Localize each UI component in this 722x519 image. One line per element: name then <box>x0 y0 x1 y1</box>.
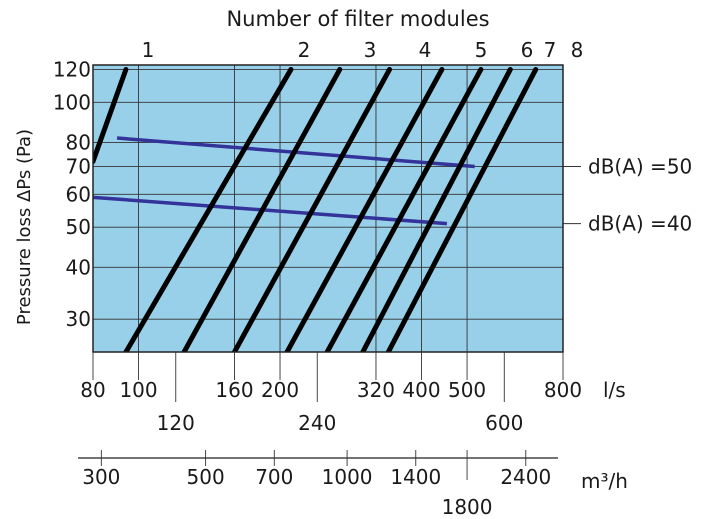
m3h-unit-label: m³/h <box>581 469 628 493</box>
chart-title: Number of filter modules <box>226 7 489 31</box>
module-line <box>360 66 513 352</box>
y-tick-label: 30 <box>66 307 91 331</box>
y-tick-label: 80 <box>66 130 91 154</box>
y-tick-label: 100 <box>53 90 91 114</box>
module-label: 4 <box>419 38 432 62</box>
module-line <box>284 66 445 352</box>
module-label: 7 <box>544 38 557 62</box>
y-axis-label: Pressure loss ΔPs (Pa) <box>14 129 35 325</box>
module-label: 5 <box>475 38 488 62</box>
module-label: 2 <box>298 38 311 62</box>
x-tick-label: 240 <box>298 411 336 435</box>
y-tick-label: 50 <box>66 215 91 239</box>
db-line <box>92 195 448 226</box>
plot-border <box>92 64 564 353</box>
x-tick-label: 80 <box>80 378 105 402</box>
m3h-tick-label: 700 <box>255 465 293 489</box>
module-label: 8 <box>571 38 584 62</box>
x-axis-ticks: 80 100 160 200 320 400 500 800 l/s 120 240 600 300 50… <box>78 352 628 519</box>
x-tick-label: 120 <box>157 411 195 435</box>
labels: dB(A) =50 dB(A) =40 1 2 3 4 5 6 7 8 <box>142 38 693 236</box>
module-line <box>324 66 484 352</box>
x-tick-label: 600 <box>485 411 523 435</box>
x-tick-label: 500 <box>448 378 486 402</box>
module-line <box>93 66 129 164</box>
x-tick-label: 160 <box>215 378 253 402</box>
db-label: dB(A) =50 <box>588 155 692 179</box>
y-tick-label: 40 <box>66 255 91 279</box>
db-label: dB(A) =40 <box>588 212 692 236</box>
m3h-tick-label: 1800 <box>442 495 493 519</box>
module-label: 3 <box>364 38 377 62</box>
module-line <box>385 66 539 352</box>
module-line <box>231 66 393 352</box>
module-label: 1 <box>142 38 155 62</box>
m3h-tick-label: 2400 <box>500 465 551 489</box>
x-tick-label: 800 <box>544 378 582 402</box>
module-lines <box>93 66 539 352</box>
m3h-tick-label: 500 <box>187 465 225 489</box>
x-tick-label: 320 <box>357 378 395 402</box>
m3h-tick-label: 1000 <box>322 465 373 489</box>
y-tick-label: 70 <box>66 155 91 179</box>
x-unit-label: l/s <box>603 378 626 402</box>
x-tick-label: 100 <box>119 378 157 402</box>
y-tick-label: 120 <box>53 57 91 81</box>
y-tick-label: 60 <box>66 182 91 206</box>
plot-area <box>93 65 563 352</box>
module-line <box>181 66 343 352</box>
module-line <box>123 66 294 352</box>
m3h-tick-label: 300 <box>82 465 120 489</box>
x-tick-label: 400 <box>402 378 440 402</box>
module-label: 6 <box>521 38 534 62</box>
m3h-tick-label: 1400 <box>390 465 441 489</box>
x-tick-label: 200 <box>261 378 299 402</box>
